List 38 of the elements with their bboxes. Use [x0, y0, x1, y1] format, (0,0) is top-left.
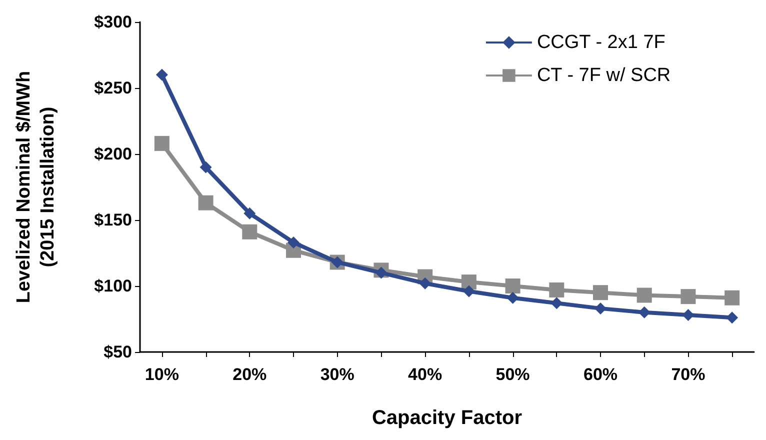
point: [680, 289, 696, 304]
point: [288, 236, 300, 248]
y-tick-label: $150: [94, 210, 132, 230]
point: [244, 207, 256, 220]
x-tick-label: 50%: [496, 365, 530, 384]
point: [156, 68, 168, 81]
x-tick-label: 40%: [408, 365, 442, 384]
point: [726, 312, 738, 324]
x-tick-label: 60%: [583, 365, 618, 384]
point: [549, 282, 564, 298]
x-tick-label: 70%: [671, 365, 706, 384]
point: [636, 288, 652, 303]
point: [462, 285, 475, 298]
y-tick-label: $50: [104, 342, 132, 362]
point: [242, 224, 258, 240]
point: [375, 266, 388, 279]
y-axis-title: Levelized Nominal $/MWh (2015 Installation): [14, 70, 58, 304]
point: [550, 297, 563, 310]
legend-label: CCGT - 2x1 7F: [536, 32, 666, 53]
legend-label: CT - 7F w/ SCR: [536, 65, 671, 86]
x-axis-title: Capacity Factor: [372, 407, 522, 429]
y-tick-label: $200: [94, 144, 132, 164]
point: [682, 309, 694, 322]
x-tick-label: 30%: [320, 365, 354, 384]
point: [200, 161, 212, 174]
y-tick-label: $100: [94, 276, 132, 296]
point: [505, 278, 520, 294]
point: [198, 195, 214, 210]
point: [154, 136, 170, 151]
y-tick-label: $250: [94, 78, 132, 98]
point: [506, 292, 519, 304]
point: [594, 302, 606, 314]
x-tick-label: 10%: [144, 365, 179, 384]
x-tick-label: 20%: [232, 365, 267, 384]
point: [593, 285, 608, 300]
point: [724, 290, 740, 306]
y-tick-label: $300: [94, 12, 132, 32]
point: [419, 277, 432, 290]
